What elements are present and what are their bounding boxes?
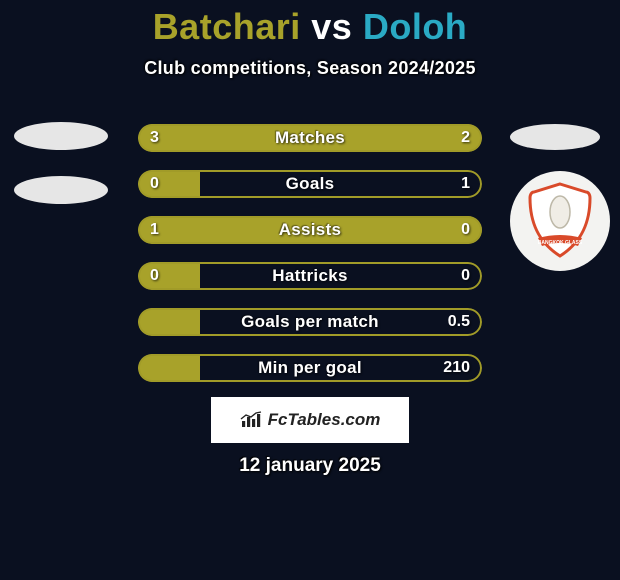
stat-bar-value-right: 1: [461, 175, 470, 193]
stat-bar-label: Goals per match: [138, 312, 482, 332]
comparison-title: Batchari vs Doloh: [0, 0, 620, 48]
stat-bar-label: Min per goal: [138, 358, 482, 378]
stat-bar-row: Min per goal210: [138, 354, 482, 382]
player1-club-placeholder: [14, 176, 108, 204]
stat-bar-value-left: 3: [150, 129, 159, 147]
stat-bar-value-left: 1: [150, 221, 159, 239]
stat-bar-row: Goals0 1: [138, 170, 482, 198]
stat-bar-row: Hattricks0 0: [138, 262, 482, 290]
stat-bar-value-right: 0.5: [448, 313, 470, 331]
stat-bar-value-right: 2: [461, 129, 470, 147]
stat-bar-value-right: 0: [461, 267, 470, 285]
fctables-badge: FcTables.com: [211, 397, 409, 443]
stat-bar-label: Matches: [138, 128, 482, 148]
player2-name: Doloh: [363, 6, 467, 47]
stat-bar-row: Matches3 2: [138, 124, 482, 152]
date-text: 12 january 2025: [0, 455, 620, 477]
stat-bar-value-left: 0: [150, 175, 159, 193]
stat-bar-value-right: 210: [443, 359, 470, 377]
player1-name: Batchari: [153, 6, 301, 47]
vs-text: vs: [311, 6, 352, 47]
stat-bar-label: Goals: [138, 174, 482, 194]
stat-bar-label: Assists: [138, 220, 482, 240]
player1-avatar-stack: [14, 122, 108, 230]
shield-icon: BANGKOK GLASS: [528, 182, 592, 260]
subtitle: Club competitions, Season 2024/2025: [0, 58, 620, 79]
player1-avatar-placeholder: [14, 122, 108, 150]
svg-text:BANGKOK GLASS: BANGKOK GLASS: [538, 240, 583, 246]
stat-bar-row: Goals per match0.5: [138, 308, 482, 336]
player2-avatar-placeholder: [510, 124, 600, 150]
stat-bars-container: Matches32Goals01Assists10Hattricks00Goal…: [138, 124, 482, 400]
stat-bar-label: Hattricks: [138, 266, 482, 286]
stat-bar-value-right: 0: [461, 221, 470, 239]
stat-bar-row: Assists1 0: [138, 216, 482, 244]
badge-text: FcTables.com: [268, 410, 381, 430]
player2-club-crest: BANGKOK GLASS: [510, 171, 610, 271]
stat-bar-value-left: 0: [150, 267, 159, 285]
chart-icon: [240, 411, 262, 429]
